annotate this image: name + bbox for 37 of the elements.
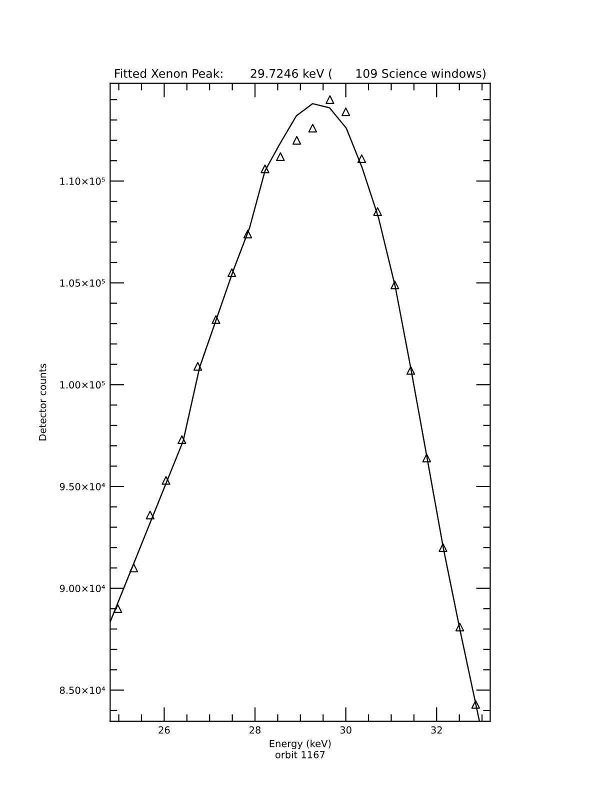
point <box>341 107 350 116</box>
point <box>406 366 416 375</box>
y-tick-label: 9.50×10⁴ <box>60 482 105 490</box>
point <box>178 435 186 444</box>
x-tick-label: 28 <box>250 726 261 734</box>
point <box>129 564 138 572</box>
text: orbit 1167 <box>275 750 325 758</box>
point <box>422 454 431 462</box>
point <box>373 207 382 216</box>
y-tick-label: 1.10×10⁵ <box>60 178 105 185</box>
point <box>292 136 302 145</box>
point <box>326 95 334 104</box>
y-tick-label: 1.00×10⁵ <box>60 381 105 389</box>
point <box>471 700 480 709</box>
point <box>260 164 270 174</box>
point <box>162 476 170 485</box>
point <box>227 268 236 278</box>
point <box>146 510 154 520</box>
point <box>390 280 400 290</box>
point <box>357 154 366 164</box>
point <box>438 543 448 552</box>
chart-title: Fitted Xenon Peak: 29.7246 keV ( 109 Science windows) <box>115 68 486 80</box>
point <box>193 362 202 371</box>
point <box>243 230 252 238</box>
y-tick-label: 8.50×10⁴ <box>60 686 105 694</box>
x-axis-title: Energy (keV) <box>270 740 331 750</box>
point <box>212 315 220 324</box>
x-tick-label: 30 <box>340 726 352 734</box>
y-tick-label: 9.00×10⁴ <box>60 584 105 592</box>
point <box>308 124 318 132</box>
y-axis-title: Detector counts <box>39 364 46 440</box>
y-tick-label: 1.05×10⁵ <box>60 279 105 287</box>
point <box>455 622 464 632</box>
x-tick-label: 32 <box>431 726 442 734</box>
point <box>114 604 122 614</box>
x-tick-label: 26 <box>158 726 170 734</box>
point <box>276 152 285 161</box>
